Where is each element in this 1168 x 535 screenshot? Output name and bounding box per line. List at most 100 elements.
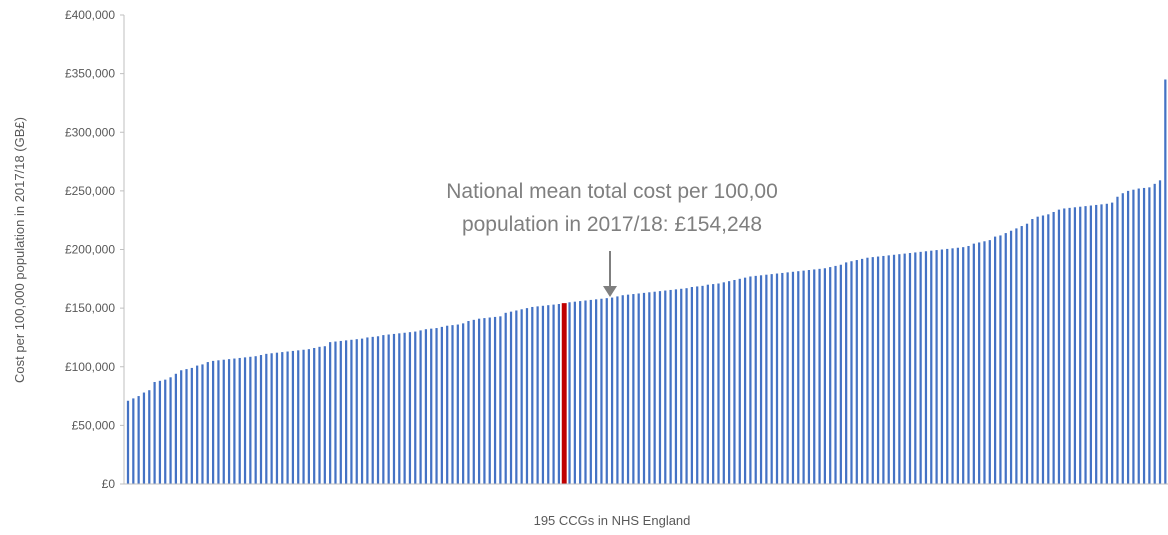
bar: [621, 295, 624, 484]
bar: [589, 299, 592, 484]
bar: [382, 335, 385, 484]
bar: [993, 236, 997, 484]
bar: [387, 334, 390, 484]
bar: [1068, 207, 1071, 484]
bar: [1111, 202, 1114, 484]
bar: [313, 347, 316, 484]
bar: [1105, 203, 1108, 484]
bar: [802, 270, 805, 484]
bar: [1063, 208, 1066, 484]
bar: [249, 356, 252, 484]
bar: [318, 346, 321, 484]
bar: [642, 292, 646, 484]
bar: [1153, 183, 1156, 484]
bars-group: [126, 79, 1167, 485]
bar: [653, 291, 656, 484]
bar: [1095, 204, 1098, 484]
bar: [626, 294, 630, 484]
bar: [861, 258, 864, 484]
bar: [169, 377, 172, 484]
bar: [227, 359, 231, 484]
bar: [845, 262, 848, 484]
bar: [738, 278, 741, 484]
bar: [1057, 209, 1061, 484]
bar: [781, 272, 784, 484]
bar: [1158, 180, 1162, 484]
bar: [648, 292, 651, 484]
bar: [398, 333, 401, 484]
bar: [376, 336, 380, 484]
bar: [914, 252, 917, 484]
annotation-arrow-head: [603, 286, 617, 297]
bar: [983, 241, 986, 484]
bar: [664, 290, 667, 484]
bar: [786, 272, 789, 484]
bar: [408, 332, 412, 484]
y-tick-label: £350,000: [65, 67, 115, 81]
bar: [366, 337, 369, 484]
bar: [462, 323, 465, 484]
bar: [536, 306, 539, 484]
bar: [770, 274, 773, 484]
bar: [1052, 211, 1055, 485]
bar: [467, 321, 470, 484]
bar: [281, 352, 284, 484]
y-tick-label: £200,000: [65, 243, 115, 257]
bar: [903, 253, 906, 484]
bar: [749, 276, 752, 484]
bar: [807, 270, 811, 484]
bar: [137, 396, 140, 484]
bar: [525, 308, 529, 484]
bar: [1084, 206, 1087, 484]
bar: [584, 300, 587, 484]
bar: [1132, 189, 1135, 484]
bar: [818, 268, 821, 484]
bar: [733, 279, 736, 484]
bar: [674, 289, 678, 484]
bar: [690, 287, 694, 484]
bar: [898, 254, 901, 484]
bar: [706, 284, 709, 484]
bar: [882, 255, 885, 484]
bar: [775, 273, 779, 484]
bar: [728, 281, 731, 484]
bar: [1142, 187, 1146, 484]
bar: [892, 254, 896, 484]
bar: [531, 306, 534, 484]
bar: [414, 331, 417, 484]
bar: [1047, 214, 1050, 484]
bar: [839, 264, 842, 484]
bar: [275, 352, 279, 484]
bar: [972, 243, 975, 484]
bar: [446, 325, 449, 484]
bar: [866, 257, 869, 484]
bar: [759, 275, 763, 484]
bar: [142, 392, 146, 484]
bar: [557, 304, 561, 484]
bar: [1009, 230, 1013, 484]
bar: [712, 284, 715, 484]
bar: [1015, 228, 1018, 484]
bar: [158, 380, 162, 484]
y-tick-label: £50,000: [72, 418, 116, 432]
bar: [196, 365, 199, 484]
bar: [233, 358, 236, 484]
bar: [919, 251, 922, 484]
bar: [435, 328, 438, 484]
bar: [988, 240, 991, 484]
bar: [962, 247, 965, 484]
bar: [392, 333, 396, 484]
bar: [302, 349, 305, 484]
bar: [1148, 187, 1151, 485]
annotation-line-1: National mean total cost per 100,00: [446, 180, 778, 203]
bar: [887, 255, 890, 484]
bar: [850, 261, 853, 484]
bar: [515, 310, 518, 484]
bar: [174, 373, 177, 484]
bar: [956, 247, 959, 484]
bar: [291, 350, 295, 484]
bar: [1100, 204, 1103, 484]
bar: [222, 359, 225, 484]
bar: [797, 271, 800, 484]
